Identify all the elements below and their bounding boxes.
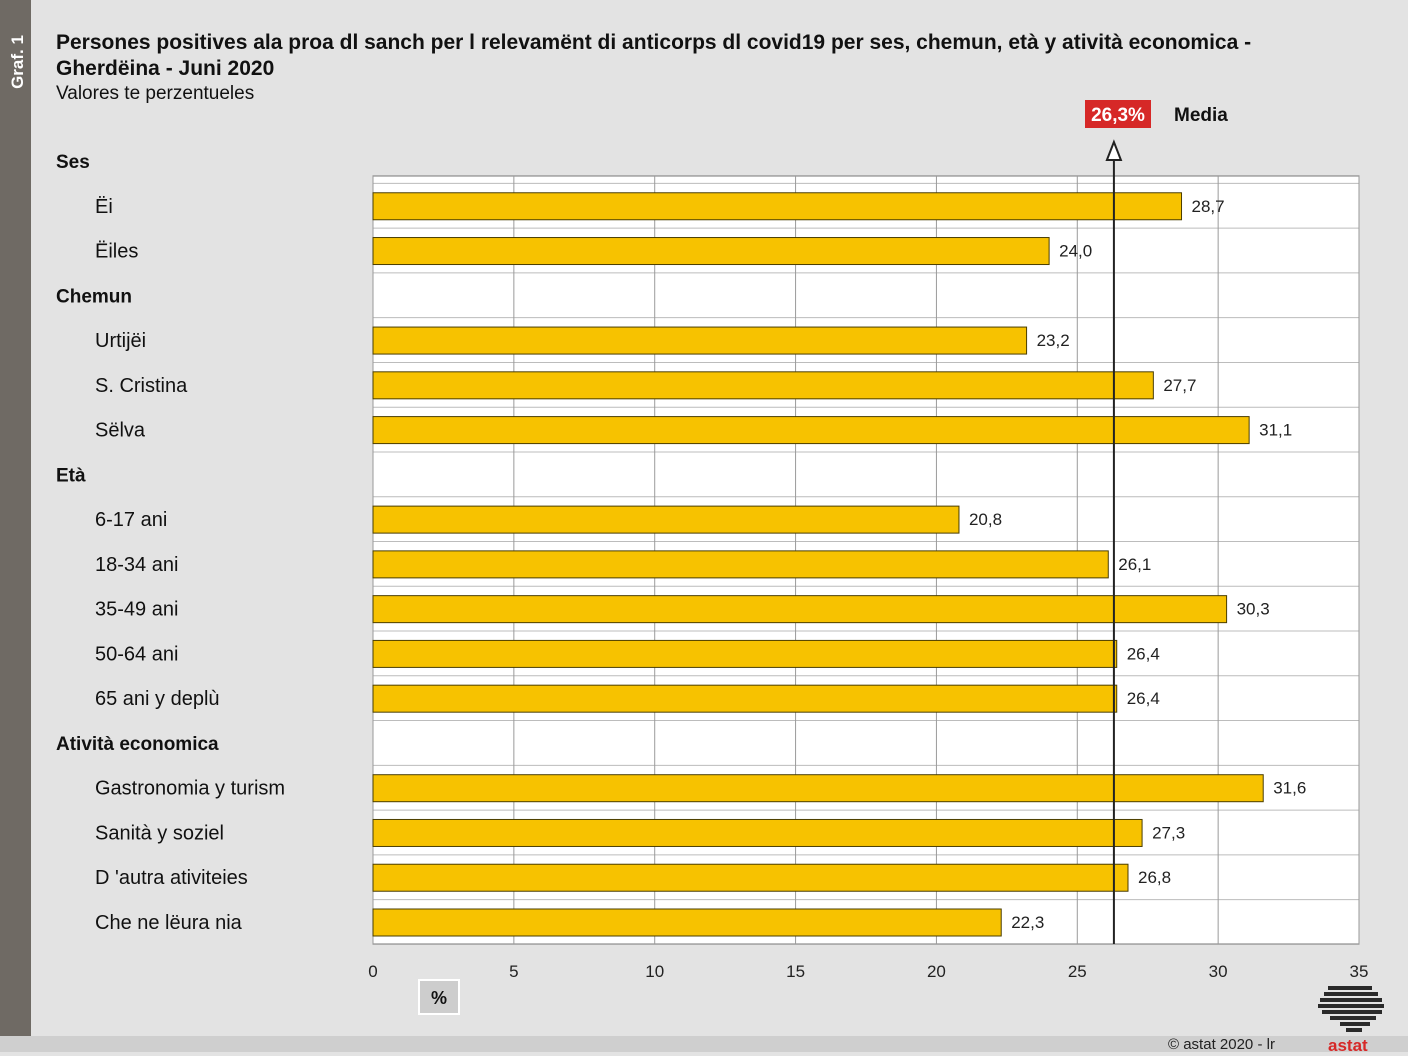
category-label: D 'autra ativiteies bbox=[95, 867, 248, 889]
bar bbox=[372, 818, 1143, 847]
bar-value-label: 20,8 bbox=[969, 510, 1002, 529]
bar-value-label: 26,8 bbox=[1138, 868, 1171, 887]
bar bbox=[372, 237, 1050, 266]
bar-value-label: 26,4 bbox=[1127, 689, 1160, 708]
mean-value-label: 26,3% bbox=[1091, 105, 1145, 126]
bar bbox=[372, 774, 1264, 803]
bar-value-label: 28,7 bbox=[1192, 197, 1225, 216]
x-tick-label: 20 bbox=[927, 962, 946, 981]
category-label: Sëlva bbox=[95, 420, 146, 442]
bar bbox=[372, 595, 1228, 624]
x-tick-label: 30 bbox=[1209, 962, 1228, 981]
bar bbox=[372, 908, 1002, 937]
category-label: 50-64 ani bbox=[95, 643, 178, 665]
bar-value-label: 30,3 bbox=[1237, 600, 1270, 619]
bar-value-label: 27,3 bbox=[1152, 823, 1185, 842]
category-label: 18-34 ani bbox=[95, 554, 178, 576]
bar-value-label: 23,2 bbox=[1037, 331, 1070, 350]
group-header: Età bbox=[56, 465, 86, 486]
graph-number-sidebar: Graf. 1 bbox=[0, 0, 31, 1052]
group-header: Atività economica bbox=[56, 734, 219, 755]
x-tick-label: 5 bbox=[509, 962, 518, 981]
bar-value-label: 31,1 bbox=[1259, 421, 1292, 440]
mean-badge bbox=[1085, 100, 1151, 128]
bar bbox=[372, 639, 1118, 668]
x-tick-label: 0 bbox=[368, 962, 377, 981]
category-label: Che ne lëura nia bbox=[95, 912, 243, 934]
bar-value-label: 26,1 bbox=[1118, 555, 1151, 574]
bar-value-label: 31,6 bbox=[1273, 779, 1306, 798]
category-label: Ëiles bbox=[95, 241, 138, 263]
bar-value-label: 26,4 bbox=[1127, 644, 1160, 663]
chart-subtitle: Valores te perzentueles bbox=[56, 83, 255, 104]
bar bbox=[372, 326, 1028, 355]
unit-box bbox=[418, 979, 460, 1015]
bar bbox=[372, 684, 1118, 713]
bar bbox=[372, 863, 1129, 892]
x-tick-label: 35 bbox=[1350, 962, 1369, 981]
category-label: 65 ani y deplù bbox=[95, 688, 220, 710]
copyright-text: © astat 2020 - lr bbox=[1168, 1036, 1275, 1053]
x-axis-unit-label: % bbox=[431, 988, 447, 1008]
bar bbox=[372, 416, 1250, 445]
x-tick-label: 15 bbox=[786, 962, 805, 981]
category-label: Sanità y soziel bbox=[95, 822, 224, 844]
x-tick-label: 10 bbox=[645, 962, 664, 981]
group-header: Chemun bbox=[56, 286, 132, 307]
category-label: 35-49 ani bbox=[95, 599, 178, 621]
bar bbox=[372, 371, 1154, 400]
bar bbox=[372, 550, 1109, 579]
x-tick-label: 25 bbox=[1068, 962, 1087, 981]
group-header: Ses bbox=[56, 152, 90, 173]
chart-title: Persones positives ala proa dl sanch per… bbox=[56, 31, 1252, 80]
mean-label: Media bbox=[1174, 105, 1228, 126]
category-label: Gastronomia y turism bbox=[95, 778, 285, 800]
category-label: Urtijëi bbox=[95, 330, 146, 352]
bar-value-label: 27,7 bbox=[1163, 376, 1196, 395]
bar-value-label: 22,3 bbox=[1011, 913, 1044, 932]
mean-arrow-icon bbox=[1105, 139, 1123, 161]
astat-logo-icon bbox=[1318, 986, 1384, 1032]
category-label: S. Cristina bbox=[95, 375, 188, 397]
astat-logo-text: astat bbox=[1328, 1036, 1368, 1055]
category-label: Ëi bbox=[95, 196, 113, 218]
bar-value-label: 24,0 bbox=[1059, 242, 1092, 261]
category-label: 6-17 ani bbox=[95, 509, 167, 531]
bar bbox=[372, 505, 960, 534]
footer-bar bbox=[0, 1036, 1408, 1052]
bar bbox=[372, 192, 1183, 221]
